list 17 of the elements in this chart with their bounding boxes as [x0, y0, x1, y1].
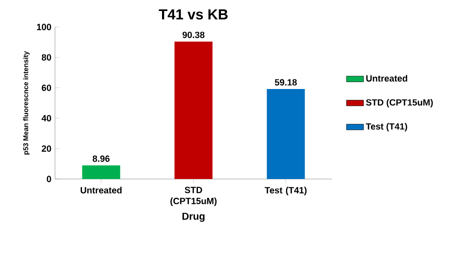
chart-title: T41 vs KB: [158, 9, 228, 20]
y-tick-label: 100: [37, 24, 52, 30]
y-tick-label: 20: [42, 145, 52, 152]
data-label: 8.96: [92, 155, 110, 162]
data-label: 59.18: [274, 79, 297, 86]
x-tick-label: Untreated: [80, 186, 122, 194]
y-tick-label: 0: [46, 176, 52, 182]
legend-label: Test (T41): [366, 123, 408, 132]
y-tick-label: 80: [42, 54, 52, 61]
y-tick-label: 40: [42, 115, 52, 122]
legend-label: Untreated: [366, 74, 408, 82]
legend-label: STD (CPT15uM): [366, 98, 433, 108]
x-axis-title: Drug: [182, 212, 204, 222]
y-tick-label: 60: [42, 84, 52, 91]
data-label: 90.38: [182, 32, 204, 38]
x-tick-label: STD (CPT15uM): [170, 186, 217, 206]
x-tick-label: Test (T41): [264, 186, 307, 196]
